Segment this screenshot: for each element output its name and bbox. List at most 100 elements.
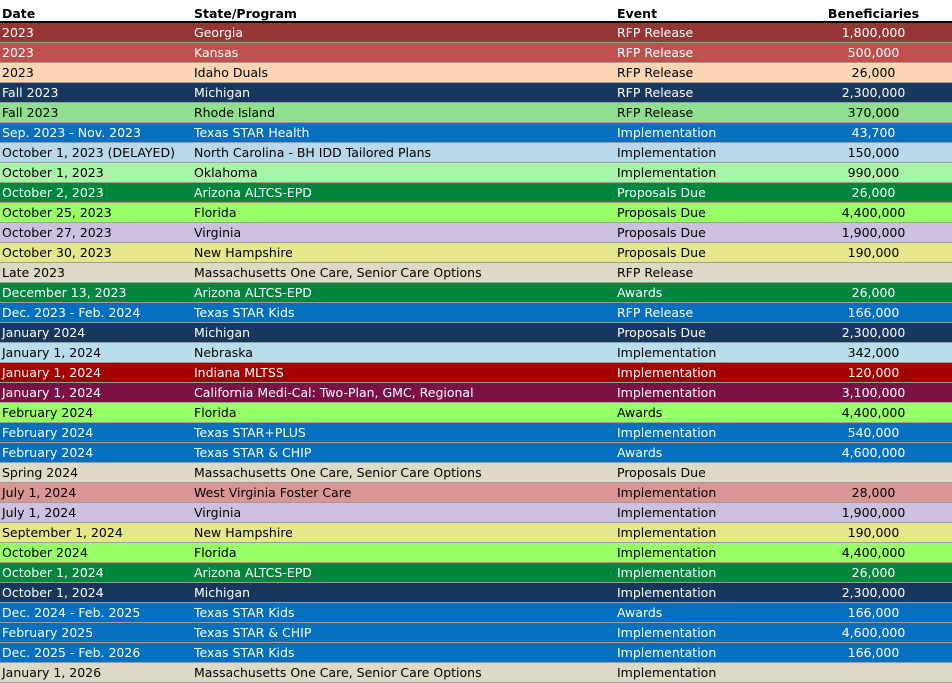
table-row: January 1, 2024 Indiana MLTSS Implementati… (0, 362, 952, 383)
cell-date: February 2025 (0, 622, 192, 643)
cell-date: October 1, 2023 (0, 162, 192, 183)
cell-date: 2023 (0, 22, 192, 43)
cell-event: RFP Release (615, 302, 795, 323)
table-row: 2023 Kansas RFP Release 500,000 (0, 42, 952, 63)
cell-beneficiaries: 26,000 (795, 62, 952, 83)
cell-event: Implementation (615, 522, 795, 543)
table-row: Spring 2024 Massachusetts One Care, Senio… (0, 462, 952, 483)
cell-date: February 2024 (0, 402, 192, 423)
cell-date: January 1, 2024 (0, 342, 192, 363)
header-date: Date (0, 0, 192, 23)
table-row: Dec. 2024 - Feb. 2025 Texas STAR Kids Awar… (0, 602, 952, 623)
cell-date: Dec. 2025 - Feb. 2026 (0, 642, 192, 663)
cell-date: Sep. 2023 - Nov. 2023 (0, 122, 192, 143)
cell-event: Implementation (615, 122, 795, 143)
cell-date: Dec. 2024 - Feb. 2025 (0, 602, 192, 623)
table-row: October 1, 2024 Michigan Implementation 2,3… (0, 582, 952, 603)
cell-beneficiaries: 4,400,000 (795, 402, 952, 423)
table-row: Dec. 2025 - Feb. 2026 Texas STAR Kids Impl… (0, 642, 952, 663)
cell-state-program: Michigan (192, 582, 615, 603)
table-row: 2023 Idaho Duals RFP Release 26,000 (0, 62, 952, 83)
table-row: January 2024 Michigan Proposals Due 2,300,0… (0, 322, 952, 343)
cell-beneficiaries: 26,000 (795, 182, 952, 203)
cell-beneficiaries: 190,000 (795, 242, 952, 263)
cell-state-program: New Hampshire (192, 242, 615, 263)
cell-state-program: Texas STAR & CHIP (192, 442, 615, 463)
cell-state-program: Florida (192, 402, 615, 423)
header-state-program: State/Program (192, 0, 615, 23)
cell-date: October 30, 2023 (0, 242, 192, 263)
cell-beneficiaries: 370,000 (795, 102, 952, 123)
cell-beneficiaries: 500,000 (795, 42, 952, 63)
cell-state-program: Florida (192, 202, 615, 223)
table-row: January 1, 2024 Nebraska Implementation 342… (0, 342, 952, 363)
cell-event: Implementation (615, 162, 795, 183)
cell-beneficiaries: 1,800,000 (795, 22, 952, 43)
table-row: February 2024 Florida Awards 4,400,000 (0, 402, 952, 423)
cell-date: October 27, 2023 (0, 222, 192, 243)
cell-beneficiaries: 166,000 (795, 302, 952, 323)
cell-state-program: Massachusetts One Care, Senior Care Opti… (192, 462, 615, 483)
cell-state-program: Massachusetts One Care, Senior Care Opti… (192, 662, 615, 683)
cell-state-program: Texas STAR Kids (192, 302, 615, 323)
cell-event: Implementation (615, 482, 795, 503)
table-row: Fall 2023 Rhode Island RFP Release 370,000 (0, 102, 952, 123)
cell-date: Fall 2023 (0, 102, 192, 123)
cell-date: February 2024 (0, 442, 192, 463)
cell-beneficiaries: 166,000 (795, 602, 952, 623)
cell-state-program: Arizona ALTCS-EPD (192, 182, 615, 203)
cell-beneficiaries: 166,000 (795, 642, 952, 663)
cell-date: Fall 2023 (0, 82, 192, 103)
cell-event: RFP Release (615, 82, 795, 103)
cell-date: October 25, 2023 (0, 202, 192, 223)
cell-state-program: Kansas (192, 42, 615, 63)
cell-date: 2023 (0, 62, 192, 83)
cell-date: Dec. 2023 - Feb. 2024 (0, 302, 192, 323)
header-row: Date State/Program Event Beneficiaries (0, 0, 952, 23)
cell-state-program: Idaho Duals (192, 62, 615, 83)
cell-beneficiaries (795, 662, 952, 683)
cell-date: December 13, 2023 (0, 282, 192, 303)
cell-beneficiaries: 3,100,000 (795, 382, 952, 403)
cell-date: January 1, 2026 (0, 662, 192, 683)
cell-event: Implementation (615, 562, 795, 583)
cell-beneficiaries: 4,400,000 (795, 542, 952, 563)
table-row: October 1, 2023 (DELAYED) North Carolina … (0, 142, 952, 163)
cell-state-program: Texas STAR Kids (192, 602, 615, 623)
table-row: October 1, 2024 Arizona ALTCS-EPD Implemen… (0, 562, 952, 583)
cell-event: Proposals Due (615, 222, 795, 243)
cell-state-program: Florida (192, 542, 615, 563)
cell-state-program: Michigan (192, 322, 615, 343)
cell-beneficiaries: 4,400,000 (795, 202, 952, 223)
cell-date: February 2024 (0, 422, 192, 443)
cell-date: October 2, 2023 (0, 182, 192, 203)
table-row: January 1, 2024 California Medi-Cal: Two-… (0, 382, 952, 403)
cell-event: RFP Release (615, 62, 795, 83)
cell-event: Proposals Due (615, 202, 795, 223)
table-row: February 2024 Texas STAR & CHIP Awards 4,60… (0, 442, 952, 463)
table-row: September 1, 2024 New Hampshire Implementa… (0, 522, 952, 543)
cell-event: Awards (615, 602, 795, 623)
table-row: February 2025 Texas STAR & CHIP Implementa… (0, 622, 952, 643)
cell-event: Implementation (615, 542, 795, 563)
cell-event: Implementation (615, 662, 795, 683)
cell-event: Implementation (615, 642, 795, 663)
table-row: October 2024 Florida Implementation 4,400,0… (0, 542, 952, 563)
table-row: October 2, 2023 Arizona ALTCS-EPD Proposal… (0, 182, 952, 203)
cell-event: Implementation (615, 142, 795, 163)
cell-event: Awards (615, 402, 795, 423)
cell-event: Implementation (615, 422, 795, 443)
cell-date: July 1, 2024 (0, 482, 192, 503)
cell-beneficiaries: 190,000 (795, 522, 952, 543)
cell-state-program: Virginia (192, 222, 615, 243)
cell-state-program: Massachusetts One Care, Senior Care Opti… (192, 262, 615, 283)
cell-state-program: Rhode Island (192, 102, 615, 123)
cell-beneficiaries: 2,300,000 (795, 82, 952, 103)
cell-beneficiaries: 1,900,000 (795, 502, 952, 523)
cell-state-program: Arizona ALTCS-EPD (192, 562, 615, 583)
cell-date: 2023 (0, 42, 192, 63)
cell-beneficiaries: 26,000 (795, 282, 952, 303)
cell-beneficiaries: 342,000 (795, 342, 952, 363)
table-row: Late 2023 Massachusetts One Care, Senior … (0, 262, 952, 283)
